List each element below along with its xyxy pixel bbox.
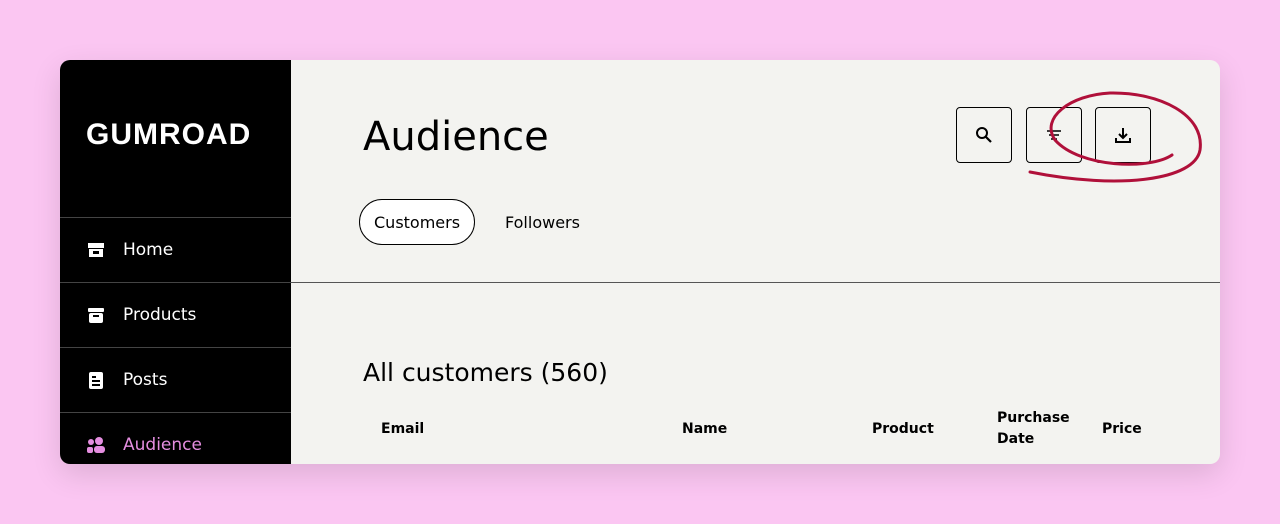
- people-icon: [87, 436, 105, 454]
- search-button[interactable]: [956, 107, 1012, 163]
- divider: [291, 282, 1220, 283]
- filter-button[interactable]: [1026, 107, 1082, 163]
- search-icon: [976, 127, 992, 143]
- sidebar-item-label: Home: [123, 240, 174, 260]
- app-window: GUMROAD Home Products Posts Audience Aud…: [60, 60, 1220, 464]
- column-header-price[interactable]: Price: [1102, 421, 1142, 437]
- column-header-name[interactable]: Name: [682, 421, 728, 437]
- tab-customers[interactable]: Customers: [359, 199, 476, 245]
- column-header-email[interactable]: Email: [381, 421, 425, 437]
- store-icon: [87, 241, 105, 259]
- archive-icon: [87, 306, 105, 324]
- download-icon: [1115, 128, 1131, 143]
- sidebar-item-audience[interactable]: Audience: [60, 412, 291, 464]
- sidebar-item-label: Posts: [123, 370, 168, 390]
- main-content: Audience Customers Followers All custome…: [291, 60, 1220, 464]
- sidebar-item-label: Audience: [123, 435, 202, 455]
- table-title: All customers (560): [363, 358, 608, 387]
- sidebar-item-home[interactable]: Home: [60, 217, 291, 282]
- tab-followers[interactable]: Followers: [505, 212, 580, 232]
- column-header-purchase-date[interactable]: Purchase Date: [997, 410, 1070, 447]
- page-title: Audience: [363, 114, 549, 160]
- logo: GUMROAD: [86, 118, 252, 151]
- sidebar-item-products[interactable]: Products: [60, 282, 291, 347]
- sidebar-item-label: Products: [123, 305, 197, 325]
- sidebar-item-posts[interactable]: Posts: [60, 347, 291, 412]
- column-header-product[interactable]: Product: [872, 421, 934, 437]
- filter-icon: [1047, 130, 1061, 140]
- document-icon: [87, 371, 105, 389]
- download-button[interactable]: [1095, 107, 1151, 163]
- sidebar: GUMROAD Home Products Posts Audience: [60, 60, 291, 464]
